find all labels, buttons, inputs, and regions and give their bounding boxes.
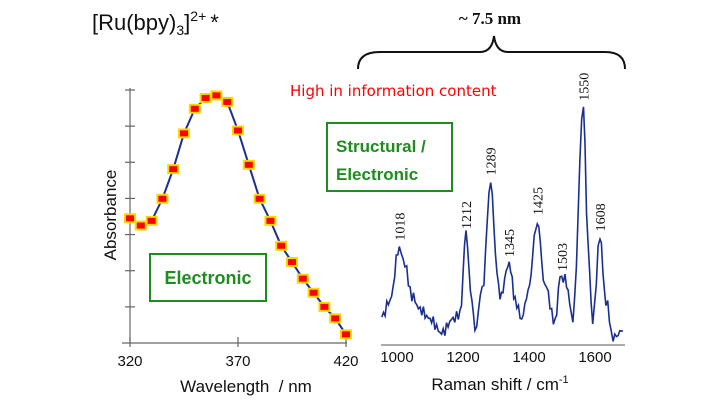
absorption-chart: 320 370 420 Wavelength / nm Absorbance <box>101 88 359 396</box>
abs-data-point <box>307 287 320 298</box>
raman-x-label: Raman shift / cm-1 <box>431 374 568 394</box>
abs-data-point <box>286 257 298 268</box>
abs-data-point <box>318 301 331 312</box>
box-electronic-label: Electronic <box>164 268 251 288</box>
box-structural-line2: Electronic <box>336 165 418 184</box>
raman-peak-label: 1289 <box>485 147 500 175</box>
abs-data-point <box>134 220 147 231</box>
abs-data-point <box>242 159 255 170</box>
abs-data-point <box>124 213 136 224</box>
abs-data-point <box>188 103 201 114</box>
curly-brace <box>357 35 626 70</box>
abs-data-point <box>167 164 180 175</box>
slide-title: [Ru(bpy)3]2+ * <box>92 8 219 38</box>
abs-data-point <box>253 193 266 204</box>
raman-chart: 1000 1200 1400 1600 1018 1212 1289 1345 1425 150… <box>380 73 625 394</box>
abs-data-point <box>296 273 309 284</box>
abs-x-tick-label: 320 <box>117 353 142 370</box>
raman-peak-label: 1425 <box>531 187 546 215</box>
abs-data-point <box>275 240 288 251</box>
raman-peak-label: 1503 <box>556 243 571 271</box>
abs-x-label: Wavelength / nm <box>180 377 312 396</box>
abs-data-point <box>145 215 158 226</box>
highlight-text: High in information content <box>290 82 497 100</box>
box-structural-line1: Structural / <box>336 137 426 156</box>
raman-peak-label: 1345 <box>503 229 518 257</box>
abs-x-tick-label: 370 <box>225 353 250 370</box>
raman-x-tick-label: 1200 <box>446 349 479 366</box>
raman-x-tick-label: 1600 <box>578 349 611 366</box>
raman-peak-label: 1608 <box>594 203 609 231</box>
electronic-box: Electronic <box>149 253 267 302</box>
abs-data-point <box>264 215 277 226</box>
abs-data-point <box>199 92 212 103</box>
raman-series-line <box>381 106 624 342</box>
raman-peak-label: 1018 <box>393 213 408 241</box>
abs-data-point <box>178 128 190 139</box>
abs-data-point <box>232 125 244 136</box>
raman-x-tick-label: 1000 <box>380 349 413 366</box>
structural-electronic-box: Structural / Electronic <box>326 122 453 192</box>
raman-peak-label: 1550 <box>577 73 592 101</box>
abs-data-point <box>156 193 169 204</box>
abs-y-label: Absorbance <box>101 170 120 261</box>
raman-x-tick-label: 1400 <box>512 349 545 366</box>
abs-x-tick-label: 420 <box>333 353 358 370</box>
abs-data-point <box>340 329 352 340</box>
size-label: ~ 7.5 nm <box>459 9 521 28</box>
abs-data-point <box>210 90 223 101</box>
abs-data-point <box>329 313 342 324</box>
raman-peak-label: 1212 <box>460 201 475 229</box>
abs-data-point <box>221 96 234 107</box>
